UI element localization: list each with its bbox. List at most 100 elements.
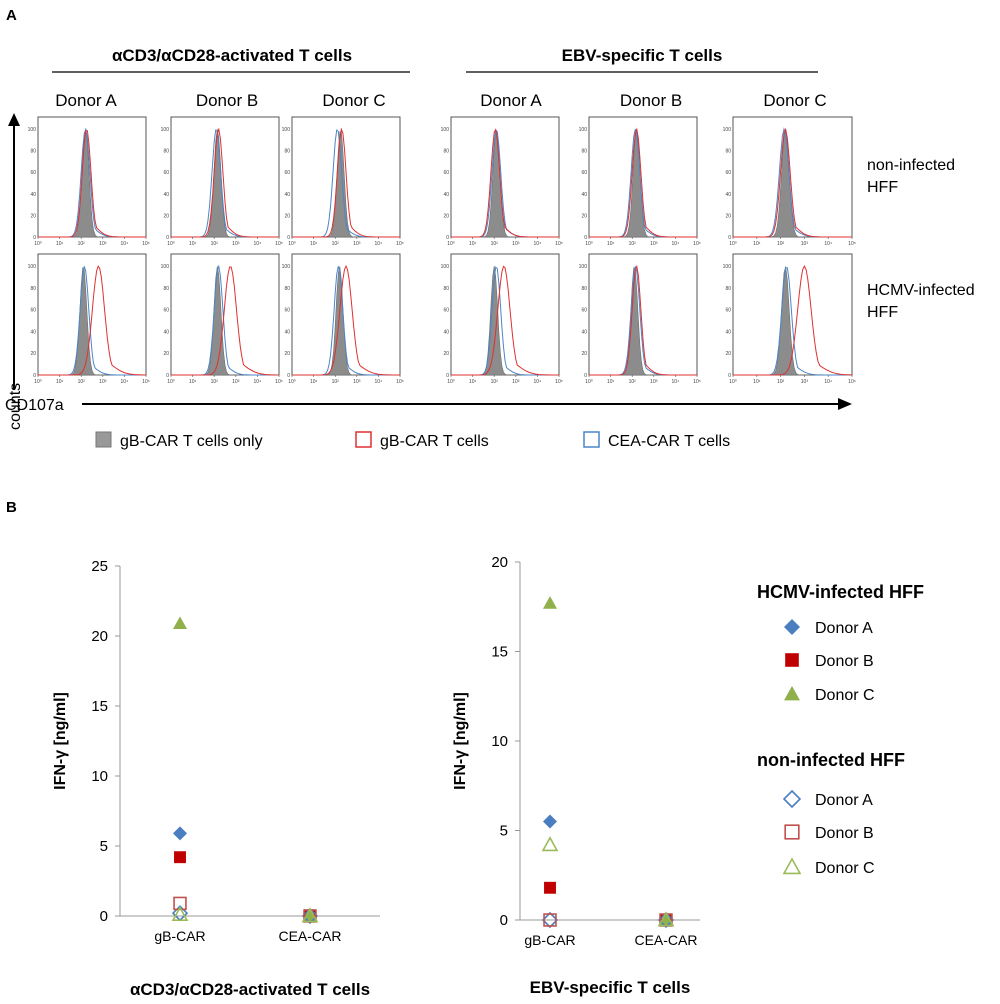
histogram-ytick-label: 80 — [284, 286, 290, 292]
donor-label: Donor A — [480, 91, 542, 110]
legend-header-noninfected: non-infected HFF — [757, 750, 905, 770]
histogram-ytick-label: 100 — [161, 264, 170, 270]
scatter-chart-ebv: 0 5 10 15 20 gB-CAR CEA-CAR IFN-γ [ng/ml] EBV-sp… — [452, 554, 700, 997]
row-label-noninfected-2: HFF — [867, 179, 898, 196]
donor-label: Donor B — [196, 91, 258, 110]
data-point — [544, 881, 556, 894]
legend-label: CEA-CAR T cells — [608, 433, 730, 450]
histogram-xtick-label: 10⁴ — [534, 241, 542, 247]
histogram-ytick-label: 80 — [163, 286, 169, 292]
histogram-ytick-label: 60 — [163, 170, 169, 176]
histogram-ytick-label: 100 — [282, 127, 291, 133]
legend-label: Donor C — [815, 860, 875, 877]
histogram-ytick-label: 100 — [28, 127, 37, 133]
histogram-ytick-label: 20 — [581, 351, 587, 357]
y-axis-label: IFN-γ [ng/ml] — [52, 692, 69, 790]
histogram-xtick-label: 10⁰ — [288, 241, 296, 247]
histogram-xtick-label: 10⁰ — [447, 241, 455, 247]
histogram-ytick-label: 100 — [282, 264, 291, 270]
histogram-xtick-label: 10⁵ — [555, 379, 563, 385]
histogram-ytick-label: 40 — [284, 329, 290, 335]
histogram-gbcar-line — [171, 266, 279, 376]
histogram-ytick-label: 40 — [30, 192, 36, 198]
histogram-ytick-label: 20 — [30, 213, 36, 219]
data-point — [657, 911, 675, 929]
histogram-xtick-label: 10³ — [650, 379, 658, 385]
donor-label: Donor C — [322, 91, 385, 110]
legend-label: Donor C — [815, 687, 875, 704]
histogram-xtick-label: 10³ — [99, 379, 107, 385]
histogram-xtick-label: 10⁵ — [848, 379, 856, 385]
histogram-ytick-label: 80 — [284, 149, 290, 155]
chart-title: αCD3/αCD28-activated T cells — [130, 980, 370, 999]
histogram-gbcar-line — [589, 264, 697, 376]
legend-label: Donor A — [815, 792, 873, 809]
y-tick-label: 5 — [500, 823, 508, 840]
histogram-gbcar-line — [292, 264, 400, 376]
histogram-xtick-label: 10⁴ — [672, 379, 680, 385]
y-tick-label: 15 — [91, 698, 108, 715]
y-tick-label: 10 — [491, 733, 508, 750]
histogram-xtick-label: 10⁰ — [585, 241, 593, 247]
histogram-xtick-label: 10² — [78, 241, 86, 247]
histogram-xtick-label: 10³ — [353, 379, 361, 385]
histogram-gbcar-line — [38, 130, 146, 238]
data-point — [174, 851, 186, 864]
legend-marker — [782, 857, 802, 875]
donor-label: Donor C — [763, 91, 826, 110]
histogram-xtick-label: 10¹ — [310, 241, 318, 247]
counts-axis-label: counts — [7, 383, 24, 430]
histogram-ytick-label: 100 — [161, 127, 170, 133]
counts-arrowhead — [8, 113, 20, 126]
histogram-xtick-label: 10¹ — [56, 241, 64, 247]
histogram-xtick-label: 10¹ — [469, 241, 477, 247]
histogram-ytick-label: 20 — [725, 351, 731, 357]
histogram-xtick-label: 10⁵ — [396, 241, 404, 247]
y-axis-label: IFN-γ [ng/ml] — [452, 692, 469, 790]
data-point — [543, 596, 557, 609]
histogram-ytick-label: 100 — [579, 127, 588, 133]
histogram-gbcar-line — [451, 128, 559, 238]
histogram-xtick-label: 10⁰ — [167, 241, 175, 247]
histogram-xtick-label: 10⁰ — [729, 241, 737, 247]
histogram-ytick-label: 100 — [441, 264, 450, 270]
histogram-frame — [450, 253, 560, 376]
histogram-ytick-label: 20 — [581, 213, 587, 219]
histogram-ytick-label: 80 — [725, 286, 731, 292]
histogram-xtick-label: 10⁰ — [167, 379, 175, 385]
histogram-ytick-label: 100 — [723, 127, 732, 133]
histogram-plot: 0 20 40 60 80 100 10⁰ 10¹ 10² 10³ 10⁴ 10⁵ — [28, 253, 150, 385]
histogram-xtick-label: 10⁵ — [275, 379, 283, 385]
histogram-ytick-label: 40 — [581, 329, 587, 335]
y-tick-label: 0 — [100, 908, 108, 925]
data-point — [173, 616, 187, 629]
histogram-xtick-label: 10⁵ — [396, 379, 404, 385]
histogram-ytick-label: 60 — [725, 170, 731, 176]
histogram-ytick-label: 80 — [30, 149, 36, 155]
histogram-xtick-label: 10¹ — [189, 379, 197, 385]
histogram-xtick-label: 10⁵ — [693, 379, 701, 385]
histogram-ytick-label: 60 — [30, 170, 36, 176]
histogram-ytick-label: 20 — [163, 351, 169, 357]
histogram-ytick-label: 60 — [581, 308, 587, 314]
data-point — [543, 913, 557, 927]
panel-b-letter: B — [6, 499, 17, 516]
histogram-xtick-label: 10¹ — [469, 379, 477, 385]
histogram-frame — [450, 116, 560, 238]
histogram-xtick-label: 10³ — [512, 241, 520, 247]
data-point — [301, 907, 319, 925]
data-point — [303, 908, 317, 921]
histogram-gbcar-line — [38, 265, 146, 376]
histogram-xtick-label: 10² — [777, 379, 785, 385]
legend-label: gB-CAR T cells only — [120, 433, 263, 450]
histogram-plot: 0 20 40 60 80 100 10⁰ 10¹ 10² 10³ 10⁴ 10⁵ — [282, 116, 404, 247]
histogram-ytick-label: 0 — [584, 373, 587, 379]
histogram-ytick-label: 20 — [443, 213, 449, 219]
histogram-gbcar-line — [171, 127, 279, 238]
data-point — [657, 911, 675, 927]
histogram-plot: 0 20 40 60 80 100 10⁰ 10¹ 10² 10³ 10⁴ 10⁵ — [161, 253, 283, 385]
histogram-ytick-label: 20 — [30, 351, 36, 357]
legend-header-infected: HCMV-infected HFF — [757, 582, 924, 602]
row-label-noninfected-1: non-infected — [867, 157, 955, 174]
x-tick-label: gB-CAR — [524, 932, 575, 948]
